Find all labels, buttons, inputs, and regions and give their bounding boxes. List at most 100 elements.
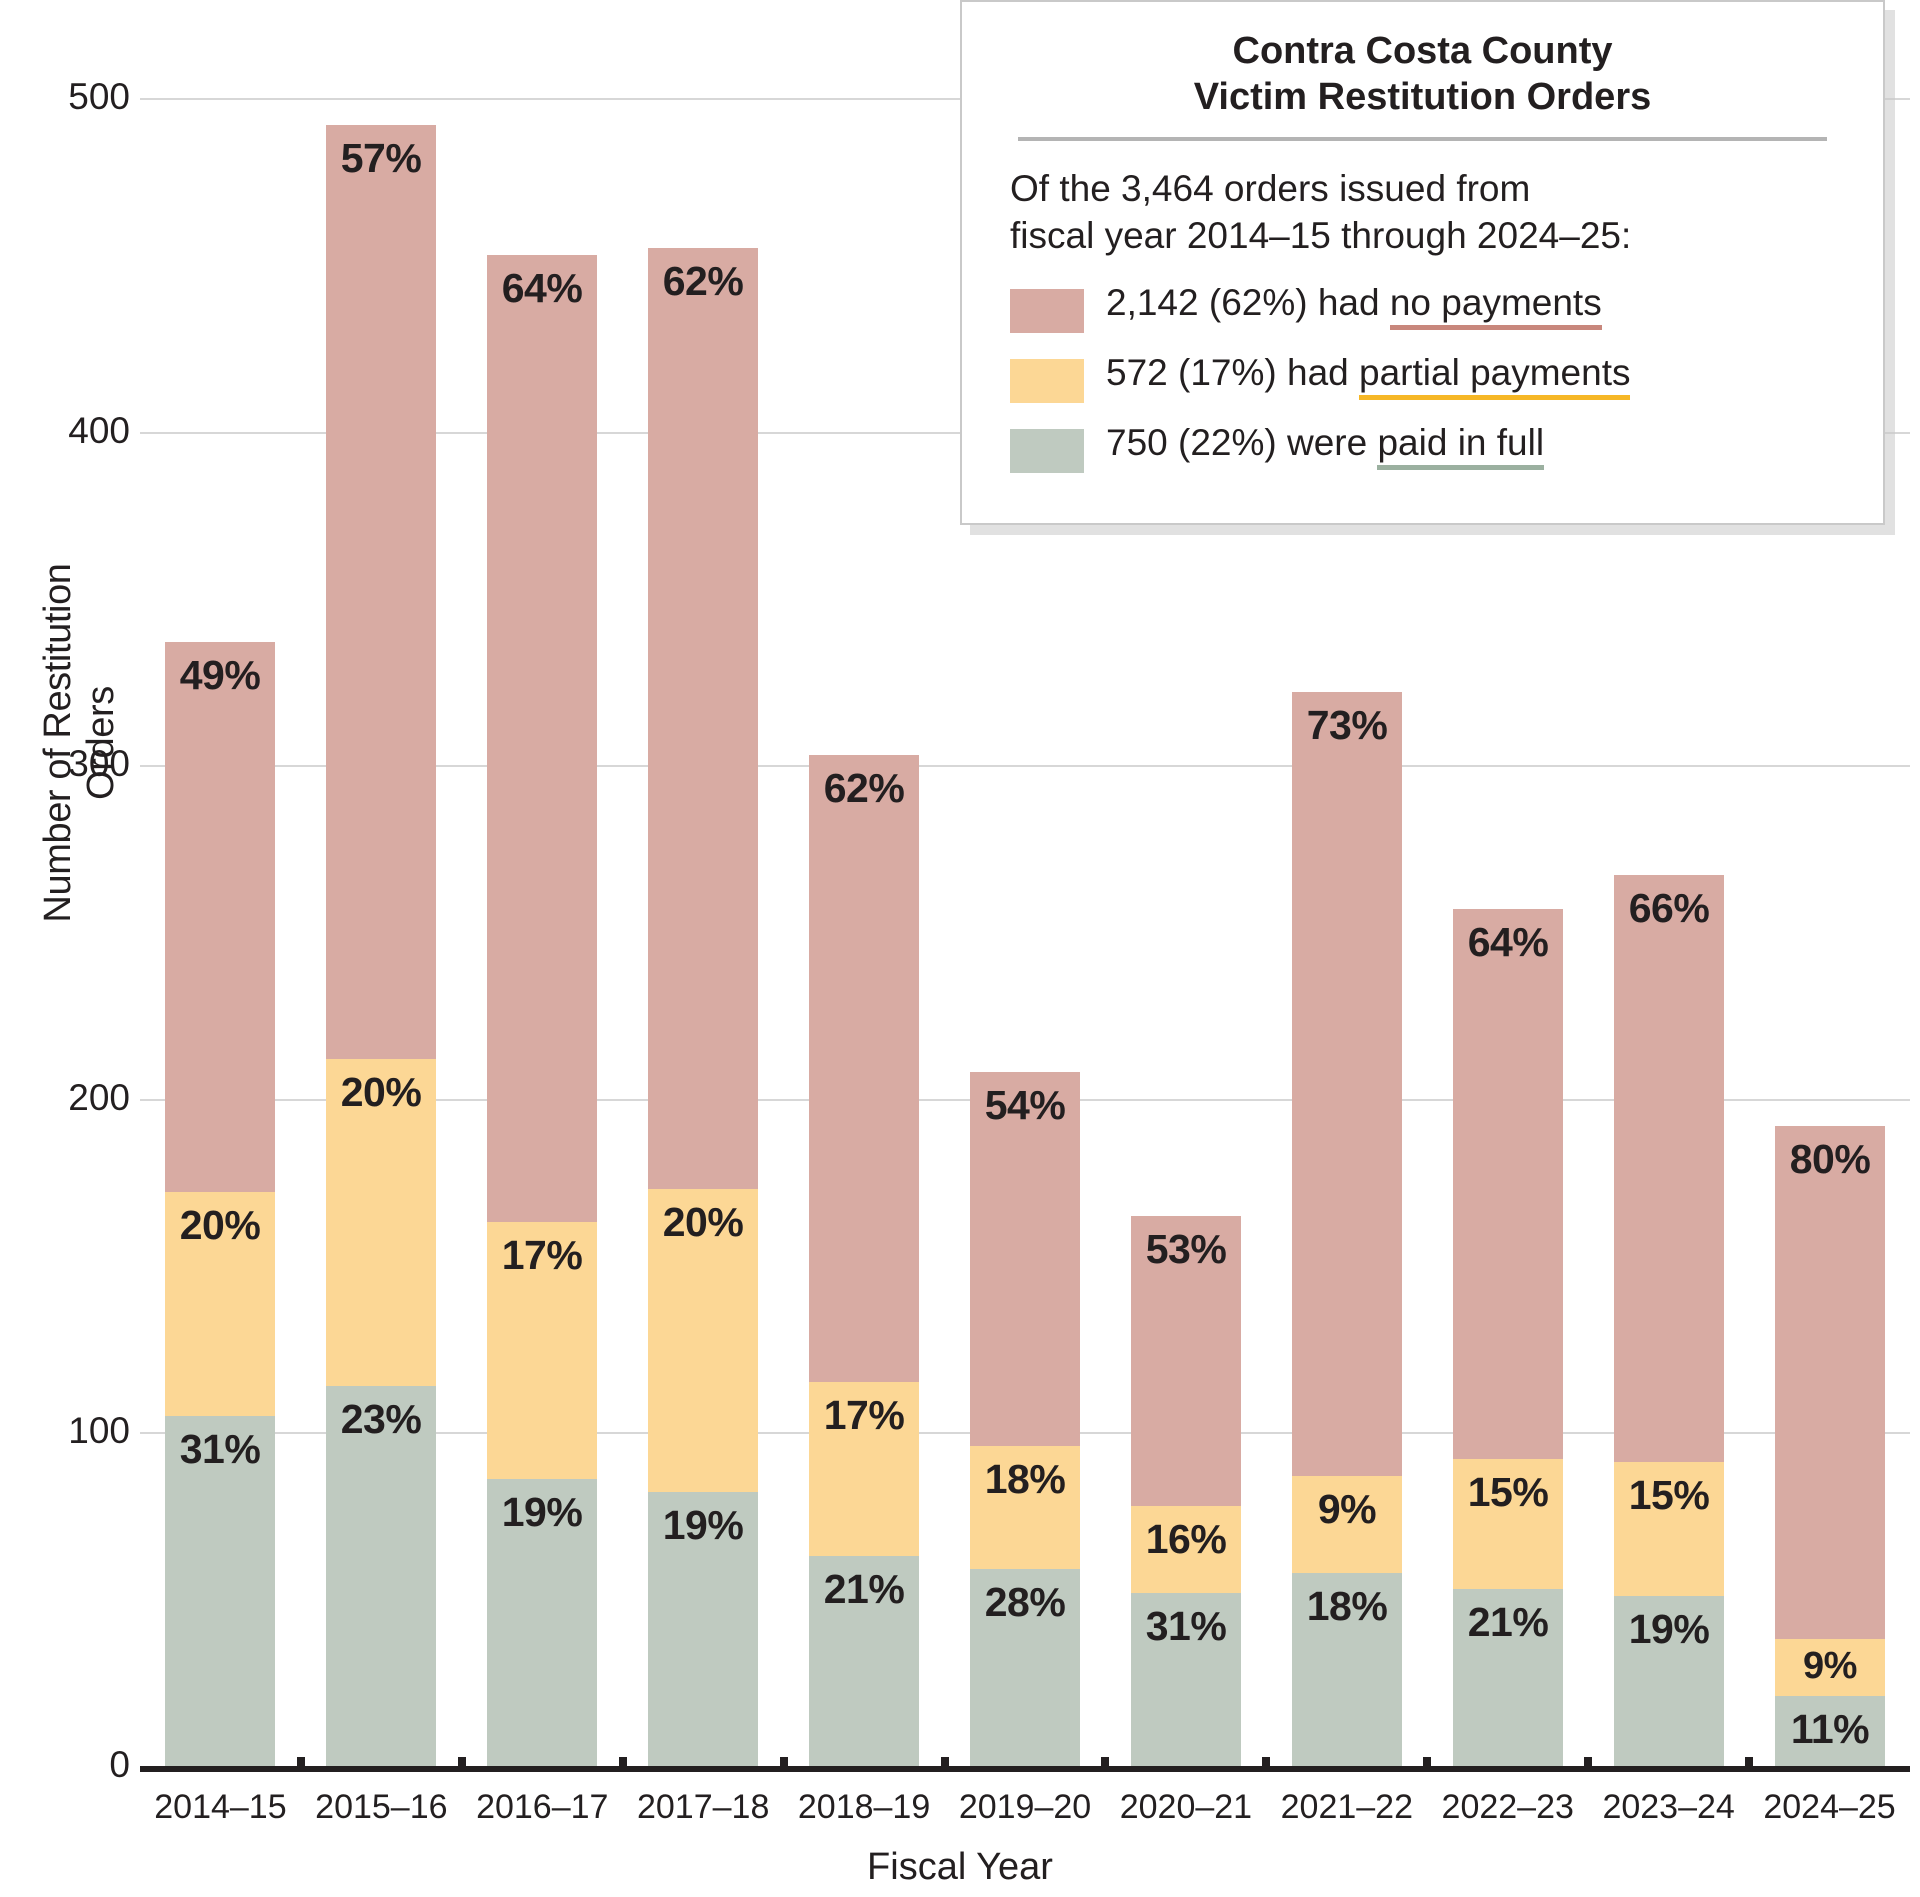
segment-percent-label: 64% [501, 264, 583, 311]
segment-percent-label: 53% [1145, 1225, 1227, 1272]
bar-segment-partial-payments[interactable]: 15% [1614, 1462, 1724, 1596]
segment-percent-label: 19% [662, 1502, 744, 1549]
segment-percent-label: 21% [823, 1565, 905, 1612]
segment-percent-label: 66% [1628, 885, 1710, 932]
segment-percent-label: 62% [662, 258, 744, 305]
legend-swatch-partial-payments [1010, 359, 1084, 404]
bar-2017–18[interactable]: 62% 20% 19% [648, 248, 758, 1766]
legend-emphasis-no-payments: no payments [1389, 282, 1602, 331]
x-axis-category-label: 2015–16 [315, 1788, 448, 1826]
bar-segment-paid-in-full[interactable]: 19% [487, 1479, 597, 1766]
segment-percent-label: 18% [984, 1455, 1066, 1502]
bar-segment-paid-in-full[interactable]: 21% [1453, 1589, 1563, 1766]
segment-percent-label: 19% [1628, 1605, 1710, 1652]
bar-2016–17[interactable]: 64% 17% 19% [487, 254, 597, 1766]
legend-label-paid-in-full: 750 (22%) were paid in full [1106, 422, 1545, 471]
segment-percent-label: 20% [340, 1068, 422, 1115]
bar-2022–23[interactable]: 64% 15% 21% [1453, 908, 1563, 1766]
legend-divider [1018, 136, 1827, 141]
segment-percent-label: 64% [1467, 918, 1549, 965]
legend-item-partial-payments: 572 (17%) had partial payments [1010, 352, 1849, 404]
bar-segment-partial-payments[interactable]: 20% [326, 1058, 436, 1386]
bar-2020–21[interactable]: 53% 16% 31% [1131, 1215, 1241, 1766]
bar-segment-partial-payments[interactable]: 20% [648, 1188, 758, 1493]
x-axis-category-label: 2016–17 [476, 1788, 609, 1826]
segment-percent-label: 49% [179, 651, 261, 698]
bar-segment-partial-payments[interactable]: 17% [809, 1382, 919, 1556]
segment-percent-label: 9% [1317, 1485, 1377, 1532]
bar-2018–19[interactable]: 62% 17% 21% [809, 755, 919, 1766]
legend-emphasis-paid-in-full: paid in full [1377, 422, 1545, 471]
bar-segment-paid-in-full[interactable]: 19% [648, 1492, 758, 1766]
bar-segment-paid-in-full[interactable]: 31% [1131, 1592, 1241, 1766]
x-axis-tick [1423, 1757, 1431, 1769]
legend-swatch-no-payments [1010, 289, 1084, 334]
legend-title: Contra Costa County Victim Restitution O… [996, 28, 1849, 121]
bar-segment-partial-payments[interactable]: 17% [487, 1222, 597, 1480]
bar-segment-partial-payments[interactable]: 18% [970, 1445, 1080, 1570]
segment-percent-label: 11% [1790, 1705, 1870, 1752]
segment-percent-label: 20% [662, 1198, 744, 1245]
legend-intro-line1: Of the 3,464 orders issued from [1010, 167, 1531, 209]
legend-title-line1: Contra Costa County [1232, 30, 1613, 72]
bar-segment-partial-payments[interactable]: 15% [1453, 1459, 1563, 1590]
y-axis-tick-label: 0 [109, 1744, 130, 1785]
legend-prefix-no-payments: 2,142 (62%) had [1106, 282, 1390, 324]
bar-segment-paid-in-full[interactable]: 11% [1775, 1695, 1885, 1766]
bar-segment-no-payments[interactable]: 57% [326, 124, 436, 1059]
x-axis-category-label: 2021–22 [1280, 1788, 1413, 1826]
bar-segment-no-payments[interactable]: 73% [1292, 691, 1402, 1476]
bar-segment-no-payments[interactable]: 80% [1775, 1125, 1885, 1640]
x-axis-category-label: 2024–25 [1763, 1788, 1896, 1826]
bar-2023–24[interactable]: 66% 15% 19% [1614, 875, 1724, 1766]
bar-segment-no-payments[interactable]: 54% [970, 1072, 1080, 1446]
bar-segment-no-payments[interactable]: 62% [809, 755, 919, 1383]
segment-percent-label: 17% [501, 1232, 583, 1279]
legend-label-no-payments: 2,142 (62%) had no payments [1106, 282, 1602, 331]
x-axis-tick [941, 1757, 949, 1769]
bar-segment-no-payments[interactable]: 53% [1131, 1215, 1241, 1506]
bar-segment-no-payments[interactable]: 49% [165, 641, 275, 1193]
segment-percent-label: 73% [1306, 701, 1388, 748]
bar-segment-no-payments[interactable]: 62% [648, 248, 758, 1189]
x-axis-category-label: 2014–15 [154, 1788, 287, 1826]
legend-swatch-paid-in-full [1010, 429, 1084, 474]
y-axis-tick-label: 300 [68, 743, 130, 785]
legend-label-partial-payments: 572 (17%) had partial payments [1106, 352, 1631, 401]
bar-segment-no-payments[interactable]: 64% [1453, 908, 1563, 1460]
bar-segment-no-payments[interactable]: 64% [487, 254, 597, 1223]
bar-segment-no-payments[interactable]: 66% [1614, 875, 1724, 1463]
bar-segment-paid-in-full[interactable]: 18% [1292, 1572, 1402, 1766]
y-axis-tick-label: 100 [68, 1410, 130, 1452]
x-axis-category-label: 2017–18 [636, 1788, 770, 1826]
bar-segment-paid-in-full[interactable]: 23% [326, 1385, 436, 1766]
legend-title-line2: Victim Restitution Orders [1193, 76, 1652, 119]
bar-segment-partial-payments[interactable]: 9% [1775, 1639, 1885, 1696]
x-axis-line [140, 1766, 1910, 1772]
x-axis-category-label: 2022–23 [1441, 1788, 1574, 1826]
bar-2021–22[interactable]: 73% 9% 18% [1292, 691, 1402, 1766]
segment-percent-label: 17% [823, 1392, 905, 1439]
gridline [140, 765, 1910, 768]
bar-segment-partial-payments[interactable]: 20% [165, 1192, 275, 1416]
x-axis-category-label: 2023–24 [1602, 1788, 1735, 1826]
y-axis-tick-label: 400 [68, 409, 130, 451]
x-axis-tick [780, 1757, 788, 1769]
x-axis-category-label: 2019–20 [958, 1788, 1092, 1826]
bar-segment-partial-payments[interactable]: 9% [1292, 1475, 1402, 1573]
bar-segment-partial-payments[interactable]: 16% [1131, 1505, 1241, 1593]
bar-segment-paid-in-full[interactable]: 21% [809, 1555, 919, 1766]
legend-intro-line2: fiscal year 2014–15 through 2024–25: [1010, 215, 1632, 257]
bar-segment-paid-in-full[interactable]: 28% [970, 1569, 1080, 1766]
bar-2024–25[interactable]: 80% 9% 11% [1775, 1125, 1885, 1766]
bar-2015–16[interactable]: 57% 20% 23% [326, 124, 436, 1766]
bar-2019–20[interactable]: 54% 18% 28% [970, 1072, 1080, 1766]
bar-2014–15[interactable]: 49% 20% 31% [165, 641, 275, 1766]
bar-segment-paid-in-full[interactable]: 31% [165, 1415, 275, 1766]
legend-panel: Contra Costa County Victim Restitution O… [960, 0, 1885, 526]
segment-percent-label: 54% [984, 1082, 1066, 1129]
legend-item-no-payments: 2,142 (62%) had no payments [1010, 282, 1849, 334]
bar-segment-paid-in-full[interactable]: 19% [1614, 1595, 1724, 1766]
x-axis-title: Fiscal Year [867, 1846, 1053, 1888]
